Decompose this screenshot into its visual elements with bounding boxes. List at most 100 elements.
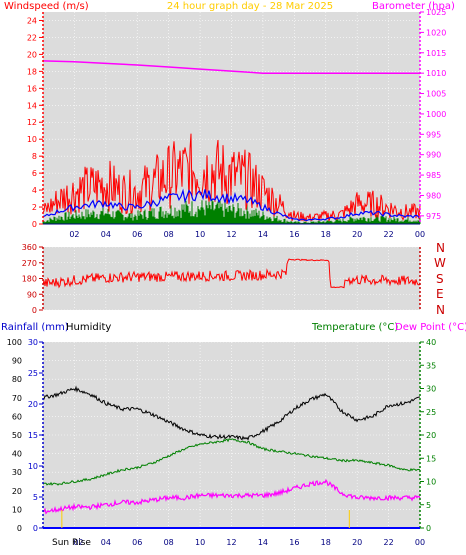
temp-ytick-label: 0 (426, 524, 431, 533)
rain-ytick-label: 30 (28, 338, 38, 347)
temp-xtick-label: 10 (195, 538, 205, 547)
humidity-ytick-label: 100 (7, 338, 22, 347)
wind-xtick-label: 18 (321, 230, 331, 239)
wind-xtick-label: 04 (101, 230, 111, 239)
humidity-series (42, 385, 421, 441)
wind-ytick-label: 0 (32, 220, 37, 229)
rain-ytick-label: 5 (33, 493, 38, 502)
temp-xtick-label: 06 (132, 538, 142, 547)
wind-xtick-label: 14 (258, 230, 268, 239)
wind-xtick-label: 12 (226, 230, 236, 239)
humidity-ytick-label: 50 (12, 431, 22, 440)
wind-ytick-label: 24 (27, 16, 37, 25)
humidity-ytick-label: 90 (12, 357, 22, 366)
temp-xtick-label: 12 (226, 538, 236, 547)
temperature-title: Temperature (°C) (311, 322, 398, 333)
humidity-title: Humidity (66, 322, 111, 333)
dir-ytick-label: 180 (22, 275, 37, 284)
wind-xtick-label: 22 (383, 230, 393, 239)
compass-n-bottom: N (436, 303, 445, 317)
baro-ytick-label: 980 (426, 191, 441, 200)
wind-low-series (42, 199, 421, 224)
rainfall-title: Rainfall (mm) (1, 322, 69, 333)
barometer-title: Barometer (hpa) (372, 1, 455, 12)
wind-xtick-label: 00 (415, 230, 425, 239)
compass-w: W (434, 256, 446, 270)
temp-ytick-label: 40 (426, 338, 436, 347)
temperature-series (42, 438, 421, 486)
humidity-ytick-label: 10 (12, 505, 22, 514)
temp-xtick-label: 20 (352, 538, 362, 547)
temp-ytick-label: 30 (426, 385, 436, 394)
humidity-ytick-label: 0 (17, 524, 22, 533)
compass-s: S (436, 272, 444, 286)
wind-ytick-label: 2 (32, 203, 37, 212)
wind-xtick-label: 02 (69, 230, 79, 239)
dir-ytick-label: 0 (32, 306, 37, 315)
baro-ytick-label: 990 (426, 151, 441, 160)
rain-ytick-label: 15 (28, 431, 38, 440)
wind-ytick-label: 10 (27, 135, 37, 144)
temp-xtick-label: 14 (258, 538, 268, 547)
temp-xtick-label: 08 (164, 538, 174, 547)
temp-xtick-label: 04 (101, 538, 111, 547)
temp-ytick-label: 20 (426, 431, 436, 440)
wind-ytick-label: 6 (32, 169, 37, 178)
wind-ytick-label: 8 (32, 152, 37, 161)
wind-ytick-label: 16 (27, 84, 37, 93)
dewpoint-title: Dew Point (°C) (395, 322, 466, 333)
temp-ytick-label: 35 (426, 361, 436, 370)
wind-xtick-label: 10 (195, 230, 205, 239)
humidity-ytick-label: 40 (12, 450, 22, 459)
temp-xtick-label: 18 (321, 538, 331, 547)
temp-ytick-label: 15 (426, 454, 436, 463)
compass-e: E (436, 287, 444, 301)
humidity-ytick-label: 30 (12, 468, 22, 477)
baro-ytick-label: 995 (426, 130, 441, 139)
sun-rise-label: Sun Rise (52, 538, 91, 548)
compass-n-top: N (436, 241, 445, 255)
temp-ytick-label: 10 (426, 478, 436, 487)
baro-ytick-label: 1000 (426, 110, 446, 119)
baro-ytick-label: 975 (426, 212, 441, 221)
humidity-ytick-label: 20 (12, 487, 22, 496)
baro-ytick-label: 1005 (426, 90, 446, 99)
rain-ytick-label: 25 (28, 369, 38, 378)
temp-xtick-label: 02 (73, 538, 83, 547)
rain-ytick-label: 10 (28, 462, 38, 471)
temp-ytick-label: 25 (426, 408, 436, 417)
wind-ytick-label: 12 (27, 118, 37, 127)
graph-title: 24 hour graph day - 28 Mar 2025 (167, 1, 333, 12)
wind-ytick-label: 20 (27, 50, 37, 59)
dir-ytick-label: 90 (27, 290, 37, 299)
wind-average-series (42, 188, 420, 222)
wind-ytick-label: 4 (32, 186, 37, 195)
baro-ytick-label: 1015 (426, 49, 446, 58)
baro-ytick-label: 1020 (426, 28, 446, 37)
temp-ytick-label: 5 (426, 501, 431, 510)
dir-ytick-label: 360 (22, 243, 37, 252)
wind-direction-series (42, 258, 421, 289)
temp-xtick-label: 22 (383, 538, 393, 547)
windspeed-title: Windspeed (m/s) (4, 1, 89, 12)
rain-ytick-label: 0 (33, 524, 38, 533)
rain-ytick-label: 20 (28, 400, 38, 409)
barometer-series (42, 60, 420, 74)
humidity-ytick-label: 70 (12, 394, 22, 403)
wind-ytick-label: 22 (27, 33, 37, 42)
temp-xtick-label: 16 (289, 538, 299, 547)
wind-ytick-label: 14 (27, 101, 37, 110)
humidity-ytick-label: 60 (12, 412, 22, 421)
wind-xtick-label: 08 (164, 230, 174, 239)
baro-ytick-label: 985 (426, 171, 441, 180)
baro-ytick-label: 1010 (426, 69, 446, 78)
dewpoint-series (42, 478, 421, 515)
wind-xtick-label: 06 (132, 230, 142, 239)
baro-ytick-label: 1025 (426, 8, 446, 17)
temp-xtick-label: 00 (415, 538, 425, 547)
wind-xtick-label: 16 (289, 230, 299, 239)
humidity-ytick-label: 80 (12, 375, 22, 384)
dir-ytick-label: 270 (22, 259, 37, 268)
wind-ytick-label: 18 (27, 67, 37, 76)
